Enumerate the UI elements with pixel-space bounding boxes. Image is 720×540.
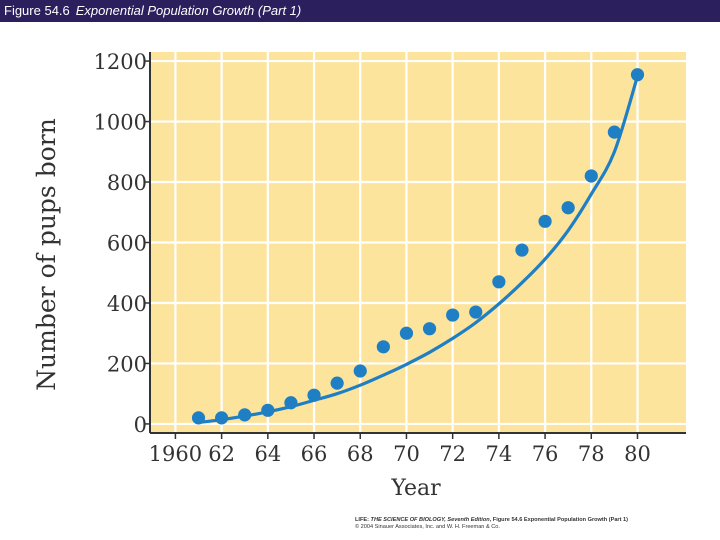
data-point bbox=[422, 322, 437, 336]
figure-title-bar: Figure 54.6 Exponential Population Growth… bbox=[0, 0, 720, 22]
x-axis-label: Year bbox=[390, 476, 441, 501]
data-point bbox=[515, 243, 529, 257]
data-point bbox=[538, 214, 552, 228]
credit-prefix: LIFE: bbox=[355, 517, 369, 523]
data-points bbox=[191, 68, 645, 425]
x-tick-label: 76 bbox=[532, 442, 559, 466]
x-tick-label: 74 bbox=[485, 442, 512, 466]
figure-number: Figure 54.6 bbox=[4, 3, 70, 18]
data-point bbox=[630, 68, 645, 82]
data-point bbox=[607, 125, 621, 139]
y-tick-label: 200 bbox=[107, 352, 147, 376]
data-point bbox=[215, 411, 229, 425]
grid bbox=[150, 52, 686, 433]
x-tick-label: 1960 bbox=[149, 442, 202, 466]
data-point bbox=[492, 275, 506, 289]
data-point bbox=[446, 308, 460, 322]
y-tick-label: 400 bbox=[107, 292, 147, 316]
x-tick-label: 64 bbox=[254, 442, 281, 466]
credit-copyright: © 2004 Sinauer Associates, Inc. and W. H… bbox=[355, 524, 500, 530]
y-tick-label: 0 bbox=[134, 413, 147, 437]
credit-line: LIFE: THE SCIENCE OF BIOLOGY, Seventh Ed… bbox=[355, 517, 717, 524]
y-tick-label: 1200 bbox=[94, 50, 147, 74]
x-tick-label: 80 bbox=[624, 442, 651, 466]
x-tick-label: 78 bbox=[578, 442, 605, 466]
data-point bbox=[584, 169, 598, 183]
data-point bbox=[399, 326, 414, 340]
data-point bbox=[307, 388, 321, 402]
y-axis-label: Number of pups born bbox=[32, 118, 61, 391]
axes bbox=[144, 52, 686, 439]
axis-labels: 1960 62 64 66 68 70 72 74 76 78 800200400600800100… bbox=[32, 50, 651, 501]
data-point bbox=[469, 305, 483, 319]
y-tick-label: 600 bbox=[107, 232, 147, 256]
x-tick-label: 68 bbox=[347, 442, 374, 466]
data-point bbox=[353, 364, 367, 378]
credit-book: THE SCIENCE OF BIOLOGY, Seventh Edition bbox=[370, 517, 490, 523]
figure-credit: LIFE: THE SCIENCE OF BIOLOGY, Seventh Ed… bbox=[355, 517, 717, 531]
x-tick-label: 66 bbox=[301, 442, 328, 466]
data-point bbox=[330, 376, 344, 390]
data-point bbox=[191, 411, 206, 425]
x-tick-label: 70 bbox=[393, 442, 420, 466]
data-point bbox=[261, 403, 275, 417]
data-point bbox=[561, 201, 575, 215]
data-point bbox=[376, 340, 390, 354]
credit-figure: , Figure 54.6 Exponential Population Gro… bbox=[489, 517, 628, 523]
x-tick-label: 62 bbox=[208, 442, 235, 466]
y-tick-label: 1000 bbox=[94, 111, 147, 135]
x-tick-label: 72 bbox=[439, 442, 466, 466]
data-point bbox=[238, 408, 252, 422]
figure-title: Exponential Population Growth (Part 1) bbox=[75, 3, 302, 18]
data-point bbox=[284, 396, 298, 410]
y-tick-label: 800 bbox=[107, 171, 147, 195]
